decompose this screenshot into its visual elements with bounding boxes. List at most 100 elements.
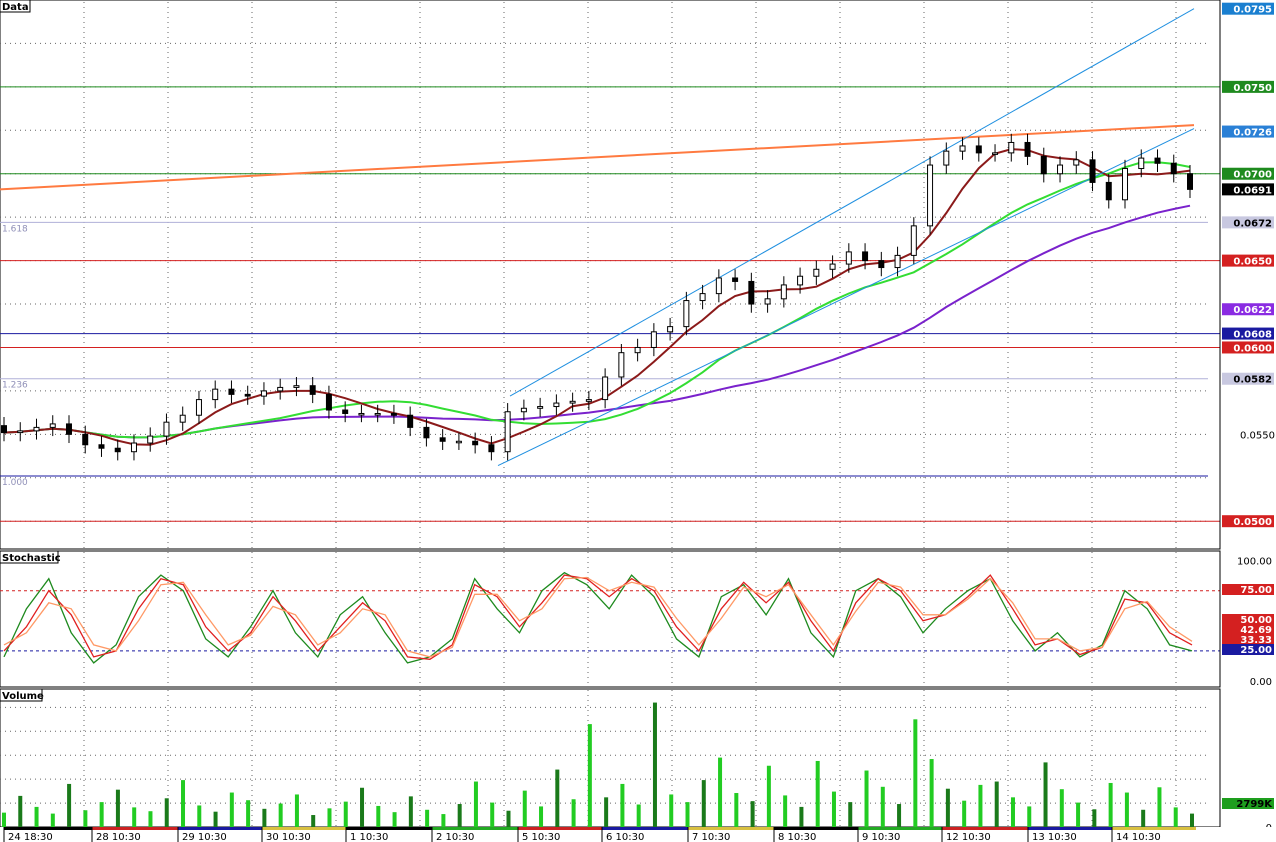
candle-body: [390, 412, 397, 416]
stochastic-panel-title-box: [0, 550, 59, 564]
stochastic-axis-tag-label: 42.69: [1240, 625, 1272, 636]
candle-body: [992, 152, 999, 155]
candle-body: [927, 164, 934, 227]
volume-bars: [2, 702, 1194, 827]
candle-body: [618, 352, 625, 378]
volume-bar: [376, 805, 381, 827]
volume-bar: [669, 794, 674, 827]
fib-level-label: 1.000: [2, 478, 28, 488]
candle-body: [147, 435, 154, 444]
candle-body: [829, 263, 836, 270]
volume-bar: [571, 799, 576, 827]
price-axis-tag-label: 0.0691: [1233, 185, 1272, 196]
stochastic-axis-tick: 0.00: [1250, 677, 1272, 688]
candle-body: [439, 437, 446, 442]
volume-bar: [652, 702, 657, 827]
stochastic-axis-tag: [1222, 624, 1274, 635]
volume-bar: [815, 760, 820, 827]
price-axis-tag: [1222, 183, 1274, 196]
volume-bar: [555, 769, 560, 827]
candle-body: [504, 411, 511, 453]
candle-body: [585, 399, 592, 402]
candle-body: [472, 440, 479, 446]
volume-bar: [148, 811, 153, 827]
stochastic-series-line: [3, 574, 1193, 660]
volume-bar: [929, 759, 934, 827]
volume-bar: [246, 800, 251, 827]
candle-body: [260, 390, 267, 397]
time-axis-band: [262, 827, 346, 830]
price-axis-tag: [1222, 2, 1274, 15]
time-axis-band: [92, 827, 178, 830]
volume-last-tag: [1222, 798, 1274, 809]
volume-bar: [181, 780, 186, 827]
volume-bar: [539, 806, 544, 827]
volume-bar: [490, 802, 495, 827]
volume-bar: [425, 809, 430, 827]
candle-body: [1138, 157, 1145, 170]
candle-body: [1105, 181, 1112, 201]
time-axis-band: [688, 827, 774, 830]
time-axis: 24 18:30 28 10:30 29 10:30 30 10:30 1 10:30 2…: [0, 827, 1276, 842]
candle-body: [683, 300, 690, 328]
time-axis-band: [774, 827, 858, 830]
candle-body: [1024, 141, 1031, 157]
volume-bar: [1157, 787, 1162, 827]
price-axis-tag-label: 0.0608: [1233, 330, 1272, 341]
time-axis-label: 24 18:30: [8, 832, 53, 842]
volume-bar: [1076, 802, 1081, 827]
candle-body: [33, 426, 40, 432]
volume-bar: [587, 724, 592, 827]
candle-body: [878, 260, 885, 269]
time-axis-band: [602, 827, 688, 830]
volume-bar: [262, 808, 267, 827]
candle-body: [569, 400, 576, 404]
candle-body: [374, 412, 381, 416]
volume-bar: [115, 789, 120, 827]
price-axis-tag: [1222, 216, 1274, 229]
price-axis-tag: [1222, 167, 1274, 180]
candle-body: [1, 425, 7, 434]
candle-body: [748, 280, 755, 305]
volume-bar: [1092, 809, 1097, 827]
price-panel-title: Data: [2, 2, 29, 13]
volume-last-label: 2799K: [1236, 799, 1273, 810]
candle-body: [553, 402, 560, 408]
time-axis-band: [942, 827, 1028, 830]
candle-body: [1057, 164, 1064, 175]
stochastic-series-line: [3, 571, 1193, 664]
time-axis-label: 6 10:30: [606, 832, 644, 842]
candle-body: [309, 385, 316, 395]
candle-body: [244, 393, 251, 397]
fib-level-label: 1.618: [2, 224, 28, 234]
volume-panel-title-box: [0, 688, 43, 702]
price-axis-tag-label: 0.0672: [1233, 218, 1272, 229]
stochastic-lines: [0, 571, 1220, 664]
price-axis-tag: [1222, 327, 1274, 340]
price-grid: [0, 2, 1208, 548]
stochastic-axis-tag: [1222, 634, 1274, 645]
volume-bar: [229, 792, 234, 827]
candle-body: [49, 423, 56, 428]
price-axis-tag: [1222, 254, 1274, 267]
stochastic-axis-tag: [1222, 584, 1274, 595]
candle-body: [342, 409, 349, 414]
time-axis-label: 9 10:30: [862, 832, 900, 842]
volume-bar: [99, 802, 104, 827]
candle-body: [764, 298, 771, 305]
price-candles: [1, 133, 1193, 461]
volume-bar: [1043, 762, 1048, 827]
candle-body: [1170, 162, 1177, 175]
volume-bar: [962, 800, 967, 827]
stochastic-series-line: [3, 576, 1193, 658]
candle-body: [325, 393, 332, 411]
time-axis-label: 2 10:30: [436, 832, 474, 842]
price-panel-frame: [0, 0, 1221, 550]
candle-body: [975, 145, 982, 154]
candle-body: [1073, 159, 1080, 166]
candle-body: [212, 388, 219, 401]
volume-bar: [278, 803, 283, 827]
time-axis-band: [518, 827, 602, 830]
